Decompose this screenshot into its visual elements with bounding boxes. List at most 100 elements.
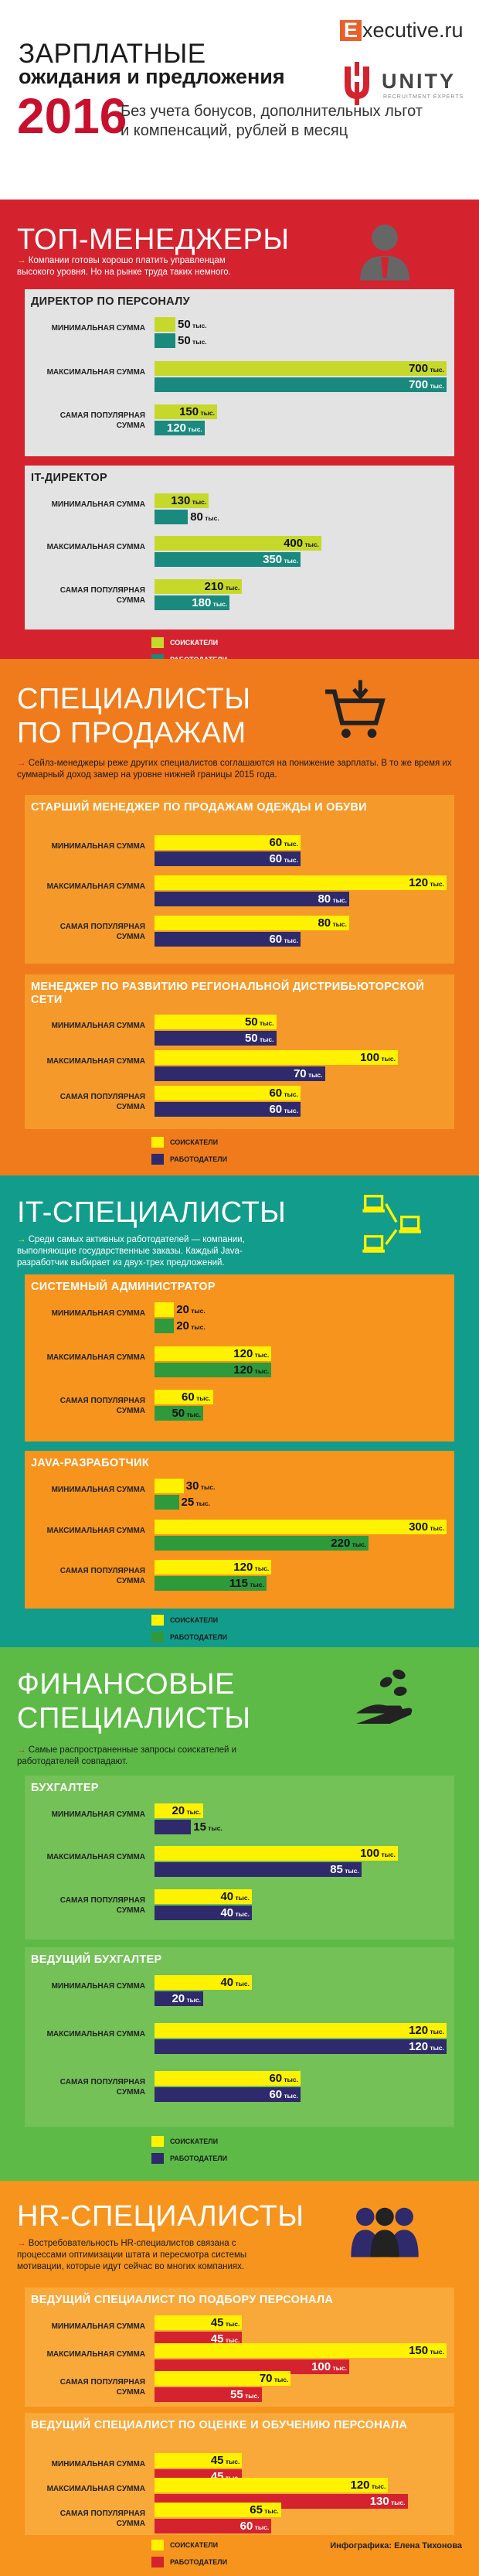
bar-value-label: 45 тыс. <box>211 2316 240 2331</box>
bar-value-unit: тыс. <box>185 1411 201 1419</box>
bar-value-unit: тыс. <box>262 2507 279 2515</box>
bar-value-unit: тыс. <box>189 1323 206 1331</box>
bar-value-label: 60 тыс. <box>269 2072 298 2086</box>
bar-value-label: 55 тыс. <box>230 2388 260 2403</box>
bar-value-unit: тыс. <box>303 541 319 549</box>
row-label-max: МАКСИМАЛЬНАЯ СУММА <box>46 1353 145 1362</box>
bar-employers-pop: 60 тыс. <box>155 2087 301 2102</box>
row-label-pop: САМАЯ ПОПУЛЯРНАЯ СУММА <box>59 2509 145 2528</box>
bar-value-unit: тыс. <box>389 2499 406 2506</box>
bar-employers-pop: 60 тыс. <box>155 932 301 947</box>
bar-value-number: 120 <box>233 1561 253 1575</box>
bar-seekers-max: 100 тыс. <box>155 1846 398 1861</box>
bar-value-unit: тыс. <box>379 1851 396 1859</box>
bar-value-label: 40 тыс. <box>220 1976 250 1991</box>
bar-seekers-min: 60 тыс. <box>155 835 301 850</box>
legend-swatch <box>151 637 164 648</box>
bar-value-label: 20 тыс. <box>172 1992 201 2007</box>
bar-seekers-max: 700 тыс. <box>155 360 447 377</box>
bar-value-label: 30 тыс. <box>186 1479 216 1494</box>
bar-value-number: 85 <box>330 1863 343 1877</box>
row-label-pop: САМАЯ ПОПУЛЯРНАЯ СУММА <box>59 2078 145 2097</box>
bar-value-unit: тыс. <box>190 338 207 346</box>
bar-value-label: 350 тыс. <box>263 553 298 568</box>
bar-value-label: 20 тыс. <box>172 1804 201 1819</box>
bar-value-number: 120 <box>350 2479 370 2492</box>
bar-value-number: 65 <box>250 2503 263 2516</box>
bar-value-label: 50 тыс. <box>245 1015 274 1030</box>
bar-value-number: 100 <box>360 1847 380 1861</box>
bar-value-label: 120 тыс. <box>409 2024 444 2039</box>
bar-value-number: 60 <box>269 1087 283 1100</box>
bar-value-label: 40 тыс. <box>220 1890 250 1905</box>
bar-value-number: 40 <box>220 1976 234 1989</box>
bar-value-number: 25 <box>181 1496 195 1509</box>
bar-value-unit: тыс. <box>282 2092 298 2100</box>
legend-label: РАБОТОДАТЕЛИ <box>170 1155 228 1163</box>
title-line-2: ожидания и предложения <box>19 65 285 88</box>
bar-value-number: 40 <box>220 1906 234 1919</box>
row-label-max: МАКСИМАЛЬНАЯ СУММА <box>46 2485 145 2493</box>
bar-value-unit: тыс. <box>243 2392 260 2400</box>
position-title: СИСТЕМНЫЙ АДМИНИСТРАТОР <box>31 1281 216 1293</box>
section-description: → Компании готовы хорошо платить управле… <box>17 255 249 278</box>
bar-value-label: 700 тыс. <box>409 362 444 377</box>
bar-value-number: 80 <box>318 916 331 930</box>
bar-value-number: 100 <box>360 1051 380 1064</box>
bar-value-unit: тыс. <box>211 599 228 608</box>
bar-seekers-min: 20 тыс. <box>155 1803 203 1818</box>
bar-seekers-min: 50 тыс. <box>155 317 207 332</box>
position-card: ДИРЕКТОР ПО ПЕРСОНАЛУ МИНИМАЛЬНАЯ СУММА 50… <box>25 289 454 456</box>
bar-employers-pop: 115 тыс. <box>155 1576 267 1592</box>
section-4: ФИНАНСОВЫЕ СПЕЦИАЛИСТЫ → Самые распростра… <box>0 1647 479 2181</box>
bar-value-number: 60 <box>269 852 283 865</box>
position-card: СИСТЕМНЫЙ АДМИНИСТРАТОР МИНИМАЛЬНАЯ СУММА… <box>25 1274 454 1442</box>
row-label-max: МАКСИМАЛЬНАЯ СУММА <box>46 543 145 552</box>
section-5: HR-СПЕЦИАЛИСТЫ → Востребовательность HR-с… <box>0 2181 479 2576</box>
bar-value-unit: тыс. <box>199 409 215 418</box>
bar-employers-max: 85 тыс. <box>155 1862 362 1878</box>
bar-value-number: 20 <box>176 1303 189 1316</box>
section-title: IT-СПЕЦИАЛИСТЫ <box>17 1196 287 1229</box>
legend-label: СОИСКАТЕЛИ <box>170 1616 219 1624</box>
bar-value-label: 130 тыс. <box>370 2495 406 2509</box>
bar-employers-max: 700 тыс. <box>155 377 447 392</box>
bar-value-number: 45 <box>210 2332 224 2346</box>
bar-value-label: 65 тыс. <box>250 2503 279 2518</box>
legend-label: РАБОТОДАТЕЛИ <box>170 1633 228 1641</box>
bar-value-number: 120 <box>233 1363 253 1377</box>
bar-value-unit: тыс. <box>194 1500 211 1507</box>
section-description: → Востребовательность HR-специалистов св… <box>17 2238 249 2273</box>
bar-value-number: 60 <box>240 2520 253 2533</box>
bar-value-unit: тыс. <box>190 322 207 329</box>
bar-employers-min: 50 тыс. <box>155 1031 277 1046</box>
bar-value-label: 120 тыс. <box>409 876 444 891</box>
row-label-min: МИНИМАЛЬНАЯ СУММА <box>51 1810 145 1819</box>
bar-value-unit: тыс. <box>282 557 298 565</box>
bar-value-number: 400 <box>284 537 304 551</box>
section-icon <box>348 2195 422 2264</box>
position-title: ВЕДУЩИЙ СПЕЦИАЛИСТ ПО ОЦЕНКЕ И ОБУЧЕНИЮ … <box>31 2419 408 2431</box>
bar-value-label: 400 тыс. <box>284 537 319 551</box>
bar-employers-max: 80 тыс. <box>155 892 349 906</box>
bar-value-label: 60 тыс. <box>182 1390 211 1405</box>
section-description: → Самые распространенные запросы соискат… <box>17 1745 249 1768</box>
bar-value-unit: тыс. <box>428 2028 444 2035</box>
bar-value-unit: тыс. <box>342 1867 359 1875</box>
bar-value-label: 70 тыс. <box>260 2372 289 2387</box>
row-label-min: МИНИМАЛЬНАЯ СУММА <box>51 1309 145 1318</box>
position-title: ДИРЕКТОР ПО ПЕРСОНАЛУ <box>31 295 190 308</box>
bar-seekers-pop: 120 тыс. <box>155 1560 272 1575</box>
bar-value-label: 45 тыс. <box>211 2332 240 2347</box>
bar-value-number: 60 <box>269 933 283 946</box>
legend-swatch <box>151 1632 164 1643</box>
bar-value-number: 80 <box>190 510 203 524</box>
bar-value-label: 20 тыс. <box>176 1303 206 1318</box>
unity-logo-tag: RECRUITMENT EXPERTS <box>383 94 464 100</box>
bar-employers-min: 15 тыс. <box>155 1820 223 1834</box>
bar-employers-pop: 120 тыс. <box>155 421 205 436</box>
bar-value-label: 40 тыс. <box>220 1906 250 1921</box>
bar-value-number: 120 <box>409 2040 429 2053</box>
bar-value-number: 100 <box>311 2360 331 2373</box>
